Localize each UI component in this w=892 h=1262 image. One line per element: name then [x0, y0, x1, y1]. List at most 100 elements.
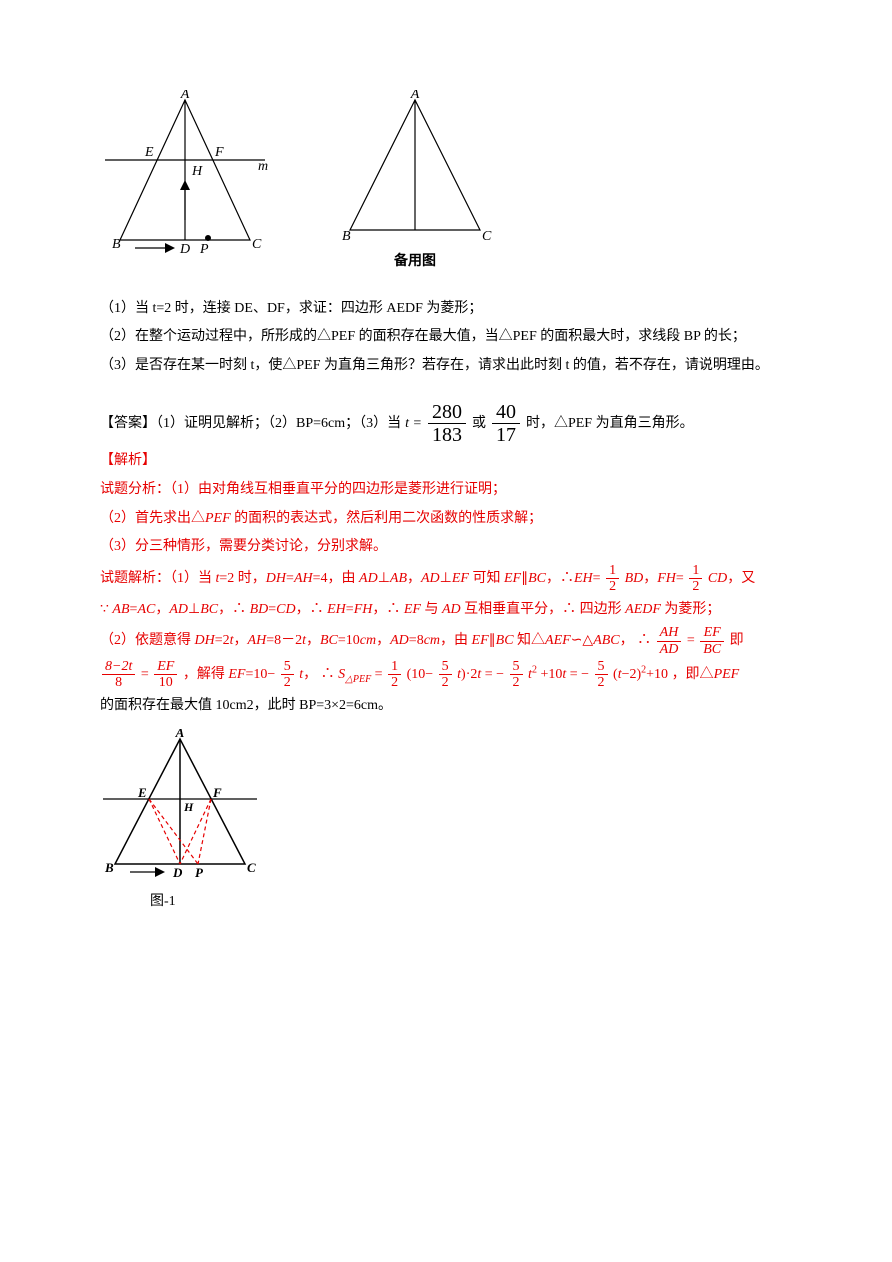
t: +10	[540, 667, 562, 682]
v: EF	[404, 602, 421, 617]
t: 知△	[514, 633, 546, 648]
label-B2: B	[342, 229, 351, 244]
t: ，又	[727, 571, 755, 586]
frac-num: 40	[492, 401, 520, 424]
question-3: （3）是否存在某一时刻 t，使△PEF 为直角三角形？若存在，请求出此时刻 t …	[100, 353, 792, 380]
v: AB	[112, 602, 129, 617]
t: +10	[646, 667, 668, 682]
t: ，由	[440, 633, 472, 648]
frac-ah-ad: AHAD	[657, 625, 682, 657]
label-B3: B	[104, 860, 114, 875]
label-E: E	[144, 145, 154, 160]
label-C3: C	[247, 860, 256, 875]
label-A: A	[180, 90, 190, 102]
t: =	[593, 571, 601, 586]
v: ⊥	[440, 571, 452, 586]
pef: PEF	[205, 511, 231, 526]
answer-t: t =	[405, 411, 422, 438]
frac-8-2t: 8−2t8	[102, 659, 135, 691]
v: AB	[390, 571, 407, 586]
t: 可知	[469, 571, 504, 586]
n: 1	[689, 563, 702, 579]
t: ，	[234, 633, 248, 648]
label-A3: A	[175, 729, 185, 740]
t: （2）首先求出△	[100, 511, 205, 526]
v: BD	[625, 571, 644, 586]
question-2: （2）在整个运动过程中，所形成的△PEF 的面积存在最大值，当△PEF 的面积最…	[100, 324, 792, 351]
answer-or: 或	[472, 411, 486, 438]
answer-prefix: 【答案】（1）证明见解析；（2）BP=6cm；（3）当	[100, 411, 401, 438]
solution-2: （2）依题意得 DH=2t，AH=8－2t，BC=10cm，AD=8cm，由 E…	[100, 625, 792, 657]
d: 2	[510, 675, 523, 690]
d: BC	[700, 642, 724, 657]
t: 试题解析：（1）当	[100, 571, 216, 586]
label-E3: E	[137, 785, 147, 800]
t: =2 时，	[219, 571, 265, 586]
v: ∥	[489, 633, 496, 648]
t: =2	[215, 633, 230, 648]
triangle-diagram-2: A B C	[330, 90, 500, 245]
v: ⊥	[378, 571, 390, 586]
label-D: D	[179, 242, 190, 257]
v: EH	[574, 571, 593, 586]
t: =10−	[245, 667, 275, 682]
v: AD	[169, 602, 188, 617]
v: EF	[452, 571, 469, 586]
question-1: （1）当 t=2 时，连接 DE、DF，求证：四边形 AEDF 为菱形；	[100, 296, 792, 323]
figure-3: A B C D P E F H 图-1	[100, 729, 792, 916]
label-F3: F	[212, 785, 222, 800]
n: 1	[388, 659, 401, 675]
v: BC	[528, 571, 546, 586]
d: 2	[388, 675, 401, 690]
label-C: C	[252, 237, 262, 252]
figure-2-caption: 备用图	[330, 249, 500, 276]
label-D3: D	[172, 865, 183, 880]
figure-3-caption: 图-1	[150, 889, 792, 916]
figures-row: A B C D P E F H m A B C 备用图	[100, 90, 792, 276]
t: （2）依题意得	[100, 633, 195, 648]
v: FH	[354, 602, 373, 617]
v: PEF	[714, 667, 740, 682]
solution-1b: ∵ AB=AC，AD⊥BC，∴ BD=CD，∴ EH=FH，∴ EF 与 AD …	[100, 597, 792, 624]
n: EF	[700, 625, 724, 641]
answer-line: 【答案】（1）证明见解析；（2）BP=6cm；（3）当 t = 280 183 …	[100, 401, 792, 446]
v: EH	[327, 602, 346, 617]
t: ， ∴	[620, 633, 655, 648]
n: 8−2t	[102, 659, 135, 675]
d: 2	[606, 579, 619, 594]
d: 2	[439, 675, 452, 690]
d: 2	[689, 579, 702, 594]
label-C2: C	[482, 229, 492, 244]
t: = −	[485, 667, 504, 682]
t: −2)	[622, 667, 642, 682]
n: EF	[154, 659, 177, 675]
frac-half-2: 12	[689, 563, 702, 595]
n: 5	[281, 659, 294, 675]
v: AH	[294, 571, 313, 586]
v: AC	[137, 602, 155, 617]
t: ，即△	[672, 667, 714, 682]
v: t	[477, 667, 481, 682]
t: 与	[421, 602, 442, 617]
t: (10−	[407, 667, 434, 682]
n: 5	[510, 659, 523, 675]
analysis-2: （2）首先求出△PEF 的面积的表达式，然后利用二次函数的性质求解；	[100, 506, 792, 533]
figure-2: A B C 备用图	[330, 90, 500, 276]
t: 互相垂直平分，∴ 四边形	[461, 602, 626, 617]
label-A2: A	[410, 90, 420, 102]
analysis-heading: 【解析】	[100, 448, 792, 475]
v: AD	[421, 571, 440, 586]
t: ，∴	[296, 602, 328, 617]
triangle-diagram-3: A B C D P E F H	[100, 729, 260, 889]
t: ，	[643, 571, 657, 586]
solution-2b: 8−2t8 = EF10 ，解得 EF=10− 52 t， ∴ S△PEF = …	[100, 659, 792, 691]
v: cm	[424, 633, 440, 648]
t: 为菱形；	[661, 602, 721, 617]
v: AD	[442, 602, 461, 617]
frac-num: 280	[428, 401, 466, 424]
n: 5	[595, 659, 608, 675]
t: )·2	[461, 667, 477, 682]
frac-half-1: 12	[606, 563, 619, 595]
t: =4，由	[313, 571, 359, 586]
label-P3: P	[195, 865, 204, 880]
